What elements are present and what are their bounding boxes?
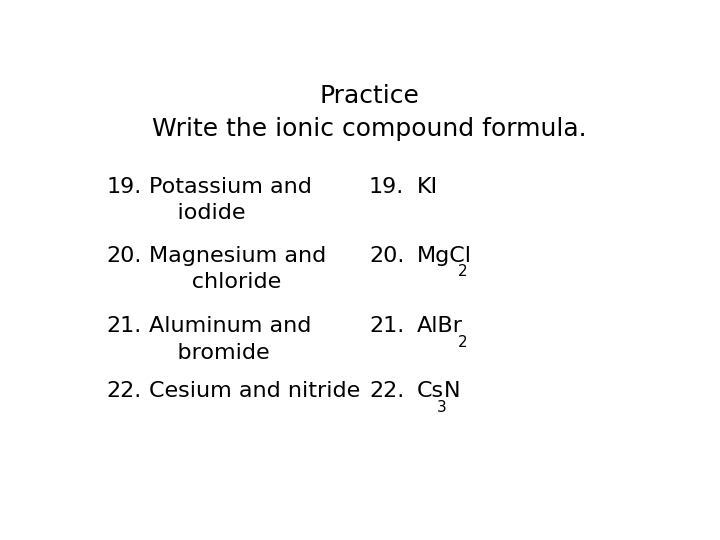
Text: 20.: 20. [107,246,142,266]
Text: 2: 2 [458,335,467,350]
Text: 22.: 22. [369,381,404,401]
Text: Practice: Practice [319,84,419,107]
Text: N: N [444,381,461,401]
Text: Cesium and nitride: Cesium and nitride [148,381,360,401]
Text: 2: 2 [458,265,467,279]
Text: Write the ionic compound formula.: Write the ionic compound formula. [152,117,586,141]
Text: MgCl: MgCl [416,246,472,266]
Text: Aluminum and
    bromide: Aluminum and bromide [148,316,311,363]
Text: 21.: 21. [369,316,404,336]
Text: Magnesium and
      chloride: Magnesium and chloride [148,246,326,292]
Text: 21.: 21. [107,316,142,336]
Text: 20.: 20. [369,246,405,266]
Text: Cs: Cs [416,381,444,401]
Text: 3: 3 [437,400,447,415]
Text: 19.: 19. [369,177,404,197]
Text: AlBr: AlBr [416,316,462,336]
Text: KI: KI [416,177,438,197]
Text: Potassium and
    iodide: Potassium and iodide [148,177,312,224]
Text: 22.: 22. [107,381,142,401]
Text: 19.: 19. [107,177,142,197]
